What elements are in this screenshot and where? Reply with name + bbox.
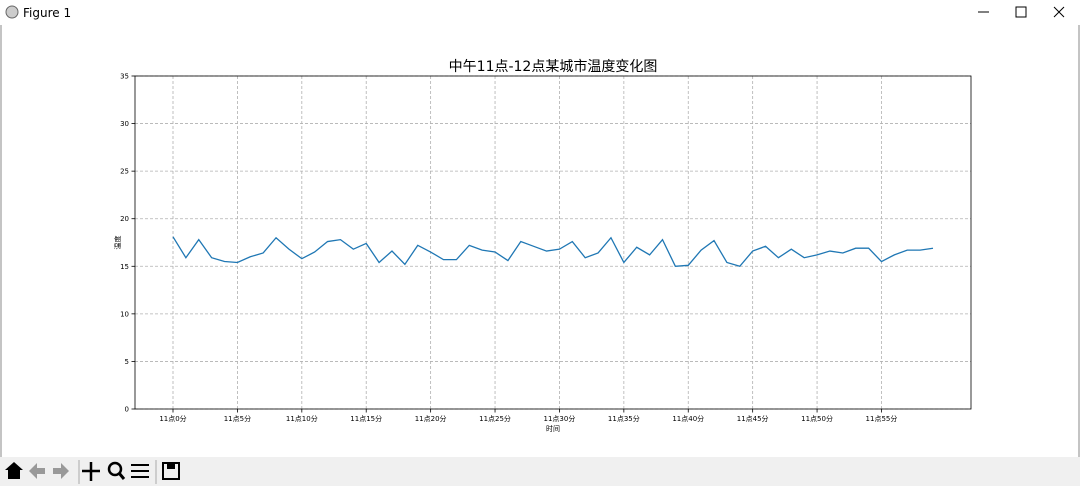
maximize-button[interactable] bbox=[1015, 6, 1027, 18]
axes-frame bbox=[134, 75, 972, 410]
y-tick-label: 5 bbox=[125, 358, 129, 366]
x-tick-label: 11点5分 bbox=[224, 414, 251, 423]
zoom-button[interactable] bbox=[107, 461, 123, 477]
app-icon bbox=[5, 5, 19, 19]
y-tick-label: 0 bbox=[125, 406, 129, 414]
x-tick-label: 11点30分 bbox=[544, 414, 576, 423]
forward-button[interactable] bbox=[53, 463, 69, 479]
x-tick-label: 11点15分 bbox=[350, 414, 382, 423]
data-line bbox=[172, 236, 934, 268]
x-axis-label: 时间 bbox=[546, 424, 560, 433]
y-tick-label: 20 bbox=[120, 215, 129, 223]
pan-button[interactable] bbox=[82, 462, 100, 481]
save-icon-part bbox=[167, 463, 175, 469]
y-tick-label: 25 bbox=[120, 168, 129, 176]
y-tick-label: 10 bbox=[120, 310, 129, 318]
x-tick-label: 11点20分 bbox=[415, 414, 447, 423]
back-button[interactable] bbox=[29, 463, 45, 479]
chart-title: 中午11点-12点某城市温度变化图 bbox=[449, 58, 658, 75]
home-button[interactable] bbox=[5, 462, 23, 479]
x-tick-label: 11点50分 bbox=[801, 414, 833, 423]
configure-button[interactable] bbox=[131, 464, 149, 478]
y-tick-label: 30 bbox=[120, 120, 129, 128]
x-tick-label: 11点25分 bbox=[479, 414, 511, 423]
close-button[interactable] bbox=[1053, 6, 1065, 18]
y-axis-label: 温度 bbox=[113, 236, 122, 250]
title-bar bbox=[0, 0, 1080, 25]
x-tick-label: 11点0分 bbox=[159, 414, 186, 423]
window-title: Figure 1 bbox=[23, 6, 71, 20]
zoom-handle bbox=[117, 472, 126, 480]
x-tick-label: 11点40分 bbox=[672, 414, 704, 423]
x-tick-label: 11点35分 bbox=[608, 414, 640, 423]
y-tick-label: 35 bbox=[120, 73, 129, 81]
y-tick-label: 15 bbox=[120, 263, 129, 271]
x-tick-label: 11点10分 bbox=[286, 414, 318, 423]
x-tick-label: 11点55分 bbox=[866, 414, 898, 423]
plot: 中午11点-12点某城市温度变化图 0 5 10 15 20 25 30 35 11点0分 11点5… bbox=[113, 58, 972, 433]
x-tick-label: 11点45分 bbox=[737, 414, 769, 423]
